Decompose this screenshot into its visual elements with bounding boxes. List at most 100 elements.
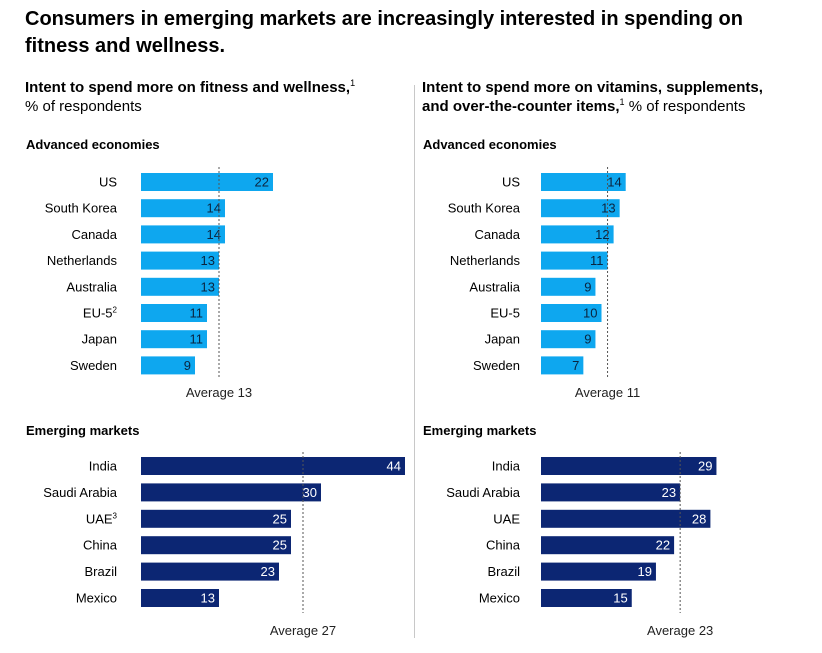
left-emerging-value-label: 30: [303, 485, 317, 500]
left-advanced-category-label: Canada: [71, 227, 117, 242]
left-advanced-bar: [141, 251, 219, 270]
right-chart-footnote-marker: 1: [619, 97, 625, 107]
left-advanced-category-label: US: [99, 175, 117, 190]
left-advanced-group-header: Advanced economies: [26, 137, 160, 152]
right-advanced-category-label: Japan: [485, 332, 520, 347]
left-emerging-category-label: India: [89, 459, 118, 474]
right-advanced-average-label: Average 11: [575, 385, 640, 400]
right-advanced-category-label: Australia: [469, 279, 520, 294]
right-advanced-category-label: South Korea: [448, 201, 521, 216]
left-emerging-bar: [141, 536, 291, 555]
right-advanced-bar: [541, 173, 626, 191]
right-advanced-bar: [541, 330, 596, 349]
right-emerging-bar: [541, 536, 675, 555]
right-emerging-category-label: Saudi Arabia: [446, 485, 520, 500]
right-advanced-value-label: 13: [601, 201, 615, 216]
left-advanced-category-label: EU-52: [83, 306, 118, 321]
left-emerging-category-label: UAE3: [86, 511, 118, 526]
right-advanced-category-label: US: [502, 175, 520, 190]
right-advanced-group-header: Advanced economies: [423, 137, 557, 152]
right-chart-unit: % of respondents: [628, 98, 746, 115]
left-advanced-category-label: Australia: [66, 279, 117, 294]
left-advanced-category-label: Japan: [82, 332, 117, 347]
right-emerging-bar: [541, 483, 681, 502]
left-emerging-value-label: 25: [273, 538, 287, 553]
right-emerging-value-label: 19: [637, 564, 651, 579]
right-advanced-value-label: 11: [590, 253, 604, 268]
right-advanced-value-label: 10: [583, 306, 597, 321]
right-emerging-value-label: 15: [613, 591, 627, 606]
left-emerging-category-label: China: [83, 538, 118, 553]
right-emerging-value-label: 23: [662, 485, 676, 500]
left-chart-footnote-marker: 1: [350, 78, 356, 88]
right-advanced-value-label: 9: [584, 332, 591, 347]
left-advanced-value-label: 13: [201, 253, 215, 268]
left-advanced-value-label: 11: [190, 306, 204, 321]
left-advanced-bar: [141, 225, 225, 244]
left-advanced-bar: [141, 356, 195, 375]
left-chart-subtitle: Intent to spend more on fitness and well…: [25, 78, 405, 116]
right-emerging-bar: [541, 589, 632, 607]
right-emerging-bar: [541, 509, 711, 528]
right-advanced-value-label: 7: [572, 358, 579, 373]
left-emerging-bar: [141, 483, 321, 502]
left-emerging-category-label: Brazil: [84, 564, 117, 579]
page-title: Consumers in emerging markets are increa…: [25, 8, 743, 57]
right-advanced-value-label: 12: [595, 227, 609, 242]
left-emerging-value-label: 44: [387, 459, 401, 474]
right-advanced-bar: [541, 225, 614, 244]
right-emerging-bar: [541, 457, 717, 475]
left-advanced-average-label: Average 13: [186, 385, 252, 400]
left-advanced-bar: [141, 173, 273, 191]
left-emerging-bar: [141, 509, 291, 528]
left-emerging-value-label: 25: [273, 511, 287, 526]
right-emerging-value-label: 22: [656, 538, 670, 553]
left-advanced-category-label: South Korea: [45, 201, 118, 216]
footnote-marker: 3: [113, 511, 118, 520]
left-advanced-value-label: 22: [255, 175, 269, 190]
left-advanced-bar: [141, 277, 219, 296]
left-advanced-bar: [141, 304, 207, 322]
left-advanced-value-label: 14: [207, 227, 221, 242]
right-emerging-category-label: Mexico: [479, 591, 520, 606]
left-emerging-value-label: 13: [201, 591, 215, 606]
panel-divider: [414, 85, 415, 638]
right-emerging-value-label: 29: [698, 459, 712, 474]
right-chart-subtitle: Intent to spend more on vitamins, supple…: [422, 78, 817, 116]
right-chart-title-line2: and over-the-counter items,: [422, 98, 620, 115]
right-emerging-group-header: Emerging markets: [423, 423, 536, 438]
right-emerging-average-label: Average 23: [647, 623, 713, 638]
left-advanced-category-label: Sweden: [70, 358, 117, 373]
right-advanced-category-label: Canada: [474, 227, 520, 242]
right-emerging-category-label: China: [486, 538, 521, 553]
left-chart-unit: % of respondents: [25, 98, 142, 115]
left-emerging-group-header: Emerging markets: [26, 423, 139, 438]
right-emerging-category-label: India: [492, 459, 521, 474]
left-advanced-bar: [141, 199, 225, 218]
right-emerging-category-label: UAE: [493, 511, 520, 526]
left-advanced-value-label: 11: [190, 332, 204, 347]
left-emerging-bar: [141, 457, 405, 475]
left-advanced-value-label: 9: [184, 358, 191, 373]
right-advanced-bar: [541, 304, 602, 322]
left-chart-title: Intent to spend more on fitness and well…: [25, 79, 351, 96]
right-advanced-value-label: 14: [607, 175, 621, 190]
left-advanced-category-label: Netherlands: [47, 253, 118, 268]
right-emerging-value-label: 28: [692, 511, 706, 526]
right-advanced-category-label: Sweden: [473, 358, 520, 373]
right-emerging-bar: [541, 562, 656, 581]
footnote-marker: 2: [113, 306, 118, 315]
left-advanced-bar: [141, 330, 207, 349]
left-emerging-category-label: Saudi Arabia: [43, 485, 117, 500]
right-advanced-category-label: EU-5: [490, 306, 520, 321]
left-emerging-bar: [141, 589, 219, 607]
left-emerging-bar: [141, 562, 279, 581]
right-advanced-category-label: Netherlands: [450, 253, 521, 268]
left-advanced-value-label: 13: [201, 279, 215, 294]
left-emerging-average-label: Average 27: [270, 623, 336, 638]
right-advanced-value-label: 9: [584, 279, 591, 294]
right-advanced-bar: [541, 199, 620, 218]
right-chart-title: Intent to spend more on vitamins, supple…: [422, 79, 763, 96]
left-advanced-value-label: 14: [207, 201, 221, 216]
